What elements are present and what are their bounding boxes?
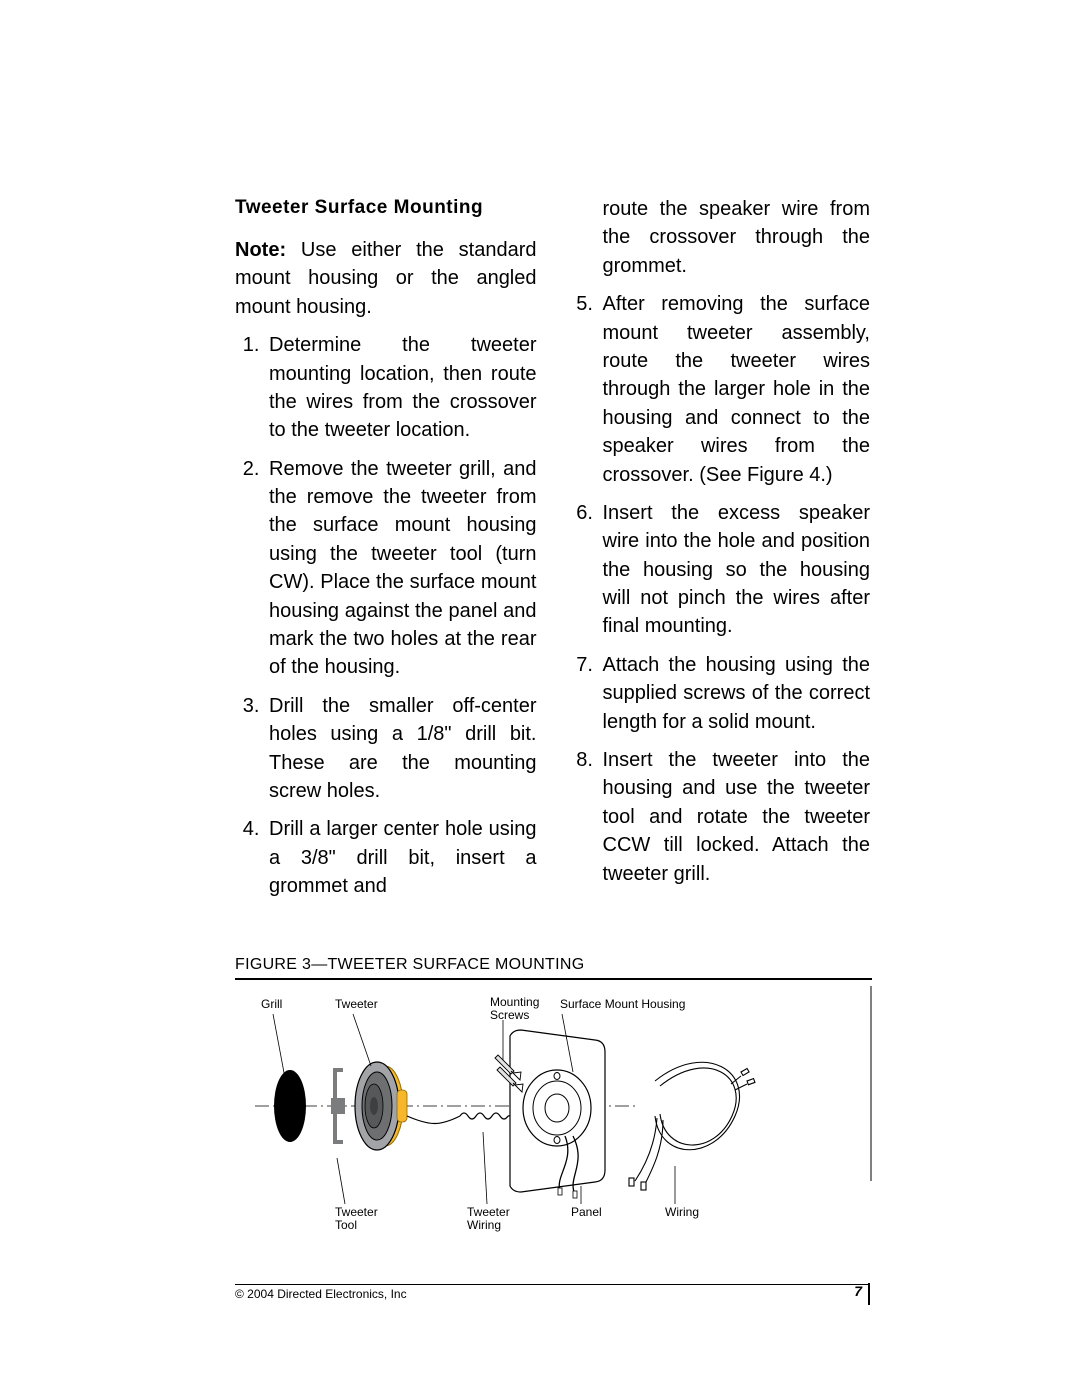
steps-left: Determine the tweeter mounting location,… [235,331,537,900]
step-item: After removing the surface mount tweeter… [599,290,871,489]
wiring-icon [629,1062,755,1190]
right-column: route the speaker wire from the crossove… [569,195,871,901]
figure-svg [235,986,872,1246]
figure-rule [235,978,872,980]
label-tweeter-tool: Tweeter Tool [335,1206,378,1232]
step-item: Remove the tweeter grill, and the remove… [265,455,537,682]
step-item: Drill the smaller off-center holes using… [265,692,537,806]
page-number: 7 [854,1283,870,1305]
step-item: Drill a larger center hole using a 3/8" … [265,815,537,900]
label-grill: Grill [261,998,282,1011]
step-item: Insert the tweeter into the housing and … [599,746,871,888]
label-tweeter-wiring: Tweeter Wiring [467,1206,510,1232]
label-mounting-screws: Mounting Screws [490,996,539,1022]
figure-3: Grill Tweeter Mounting Screws Surface Mo… [235,986,872,1246]
step-item: Determine the tweeter mounting location,… [265,331,537,445]
left-column: Tweeter Surface Mounting Note: Use eithe… [235,195,537,901]
page-footer: © 2004 Directed Electronics, Inc 7 [235,1284,870,1305]
label-tweeter: Tweeter [335,998,378,1011]
copyright-text: © 2004 Directed Electronics, Inc [235,1287,407,1305]
label-panel: Panel [571,1206,602,1219]
body-columns: Tweeter Surface Mounting Note: Use eithe… [235,195,870,901]
label-housing: Surface Mount Housing [560,998,685,1011]
note-paragraph: Note: Use either the standard mount hous… [235,236,537,321]
section-heading: Tweeter Surface Mounting [235,195,537,222]
note-label: Note: [235,239,286,261]
step-continuation: route the speaker wire from the crossove… [603,195,871,280]
label-wiring: Wiring [665,1206,699,1219]
step-item: Attach the housing using the supplied sc… [599,651,871,736]
page: Tweeter Surface Mounting Note: Use eithe… [0,0,1080,1397]
tweeter-icon [355,1062,407,1150]
step-item: Insert the excess speaker wire into the … [599,499,871,641]
steps-right: After removing the surface mount tweeter… [569,290,871,888]
figure-caption: FIGURE 3—TWEETER SURFACE MOUNTING [235,956,870,974]
